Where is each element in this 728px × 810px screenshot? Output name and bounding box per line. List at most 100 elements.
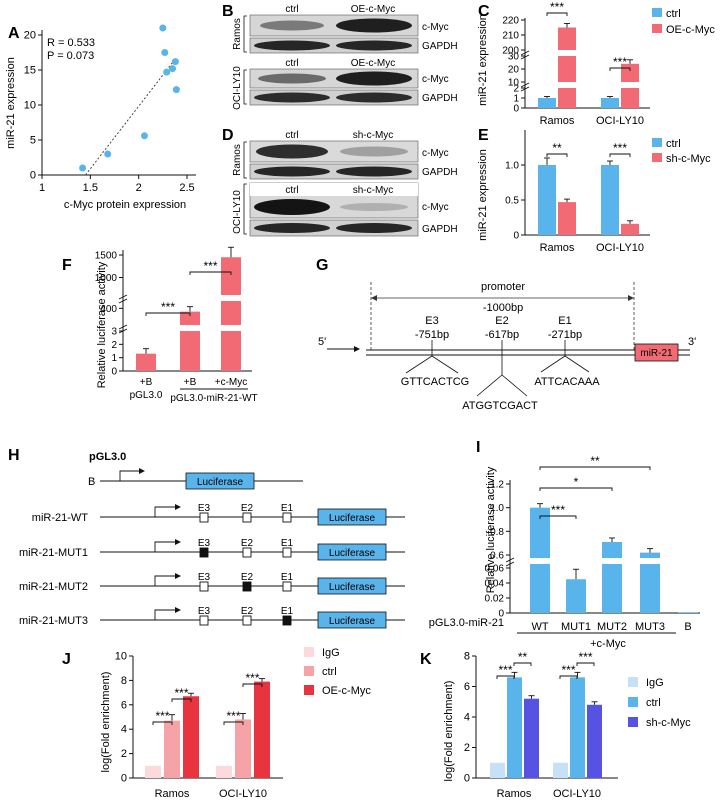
- band: [260, 20, 324, 31]
- y-axis-label: Relative luciferase activity: [485, 466, 497, 593]
- element-box: [242, 512, 252, 523]
- arrowhead-right: [628, 295, 634, 301]
- tss-arrowhead: [175, 573, 181, 579]
- luciferase-label: Luciferase: [329, 582, 376, 593]
- tick-label: 0: [30, 170, 36, 182]
- tick-label: 1.0: [505, 161, 519, 172]
- legend-label-oe: OE-c-Myc: [666, 24, 715, 36]
- significance-label: ***: [226, 709, 240, 723]
- tick-label: 2: [136, 182, 142, 194]
- tick-label: 6: [464, 681, 470, 693]
- blot-header-ctrl: ctrl: [285, 130, 298, 141]
- band-label-gapdh: GAPDH: [422, 167, 458, 178]
- axis-break-gap: [220, 325, 242, 331]
- five-prime-label: 5': [318, 336, 326, 348]
- gene-label: miR-21: [640, 348, 673, 359]
- legend-swatch-ctrl: [652, 138, 662, 147]
- luciferase-box: [317, 508, 387, 526]
- tick-label: 8: [121, 675, 127, 687]
- data-point: [163, 68, 171, 76]
- tick-label: 2.5: [179, 182, 194, 194]
- bar: [180, 311, 200, 371]
- axis-break-gap: [557, 82, 577, 88]
- tick-label: 30: [508, 52, 520, 63]
- panel-f: F Relative luciferase activity 0 1 2 3 400 10…: [62, 246, 258, 404]
- cell-label-ocily10: OCI-LY10: [232, 66, 243, 110]
- band-label-cmyc: c-Myc: [422, 148, 449, 159]
- tick-label: 10: [24, 100, 36, 112]
- band: [254, 223, 330, 233]
- band: [254, 166, 330, 177]
- tick-label: 15: [24, 65, 36, 77]
- significance-label: ***: [245, 671, 259, 685]
- bar-igg: [490, 762, 505, 778]
- tick-label: 400: [100, 304, 117, 315]
- significance-bracket: [546, 12, 568, 16]
- category-label: +B: [140, 377, 153, 388]
- band: [340, 146, 408, 157]
- significance-bracket: [546, 153, 568, 157]
- panel-k: K log(Fold enrichment) 0 2 4 6 8 Ramos OCI-LY1…: [420, 650, 691, 800]
- legend-label-oe: OE-c-Myc: [322, 685, 371, 697]
- significance-bracket: [242, 683, 263, 687]
- promoter-label: promoter: [481, 281, 525, 293]
- legend-swatch-ctrl: [304, 666, 314, 676]
- category-label: Ramos: [540, 115, 575, 127]
- tick-label: 6: [121, 699, 127, 711]
- legend-swatch-igg: [628, 677, 638, 687]
- axis-break-mark: [118, 294, 128, 304]
- construct-label: miR-21-MUT1: [19, 547, 88, 559]
- mutated-element: [199, 547, 209, 558]
- element-box: [242, 615, 252, 626]
- three-prime-label: 3': [688, 336, 696, 348]
- bar-sh: [621, 223, 639, 235]
- tss-arrowhead: [175, 504, 181, 510]
- category-label: Ramos: [540, 242, 575, 254]
- luciferase-box: [185, 472, 255, 490]
- axis-break-gap: [529, 558, 551, 564]
- data-point: [172, 86, 180, 94]
- tick-label: 0.5: [505, 196, 519, 207]
- tss-arrow: [119, 470, 140, 481]
- site-position: -617bp: [485, 329, 519, 341]
- tss-arrow: [154, 541, 176, 552]
- band: [336, 223, 412, 233]
- x-axis-label: c-Myc protein expression: [64, 199, 186, 211]
- tick-label: 10: [508, 78, 520, 89]
- category-label: MUT3: [635, 621, 665, 633]
- cell-label-ramos: Ramos: [232, 18, 243, 50]
- data-point: [104, 150, 112, 158]
- promoter-length: -1000bp: [483, 302, 523, 314]
- y-axis-label: log(Fold enrichment): [100, 672, 112, 773]
- legend-label-sh: sh-c-Myc: [666, 153, 711, 165]
- tick-label: 1: [39, 182, 45, 194]
- band-label-cmyc: c-Myc: [422, 22, 449, 33]
- axis-break-mark: [118, 324, 128, 334]
- x-prefix-label: pGL3.0-miR-21: [429, 617, 504, 629]
- site-marker: [540, 340, 590, 373]
- significance-label: ***: [613, 141, 627, 155]
- bar-ctrl: [235, 719, 251, 778]
- significance-label: ***: [161, 300, 175, 314]
- site-position: -271bp: [548, 329, 582, 341]
- bar-sh: [524, 698, 539, 778]
- cell-bracket: [243, 183, 247, 235]
- bar-sh: [558, 202, 576, 235]
- significance-bracket: [539, 466, 651, 470]
- luciferase-box: [317, 577, 387, 595]
- panel-letter-f: F: [62, 257, 72, 274]
- tick-label: 1500: [95, 251, 118, 262]
- treatment-label: +c-Myc: [590, 638, 626, 650]
- tick-label: 0: [513, 104, 519, 115]
- arrowhead-left: [371, 295, 377, 301]
- tick-label: 20: [508, 65, 520, 76]
- tss-arrow: [154, 609, 176, 620]
- category-label: Ramos: [497, 788, 532, 800]
- tss-arrowhead: [175, 607, 181, 613]
- panel-h: H pGL3.0 B Luciferase miR-21-WT E3 E2 E1 Luc…: [8, 447, 405, 629]
- tick-label: 0.04: [485, 579, 505, 590]
- cell-label-ocily10: OCI-LY10: [232, 190, 243, 234]
- blot-header-ctrl: ctrl: [285, 185, 298, 196]
- panel-letter-j: J: [62, 651, 71, 668]
